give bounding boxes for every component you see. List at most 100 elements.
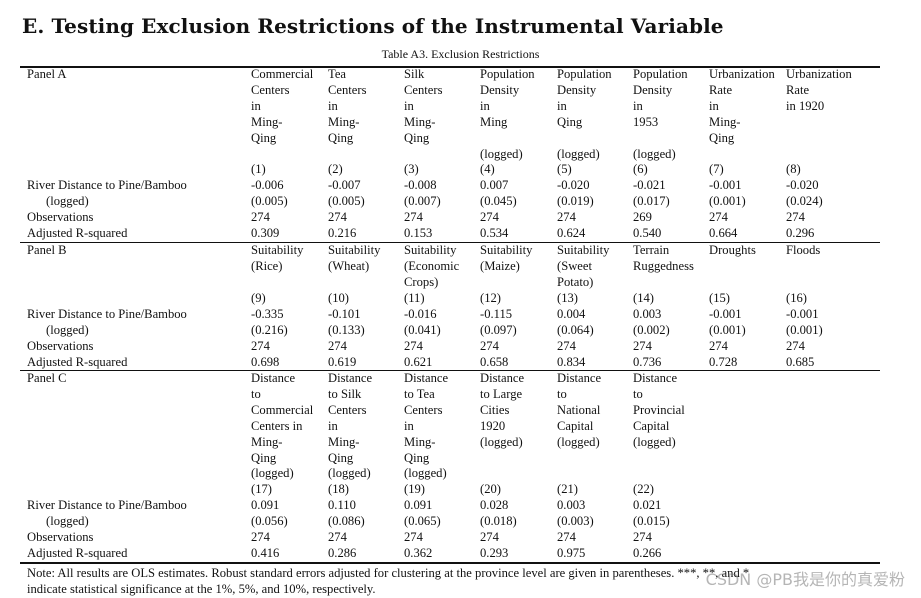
standard-error-cell: (0.001) <box>709 323 746 337</box>
panel-b-obs-label: Observations <box>27 339 94 353</box>
panel-b-bottom-rule <box>20 370 880 371</box>
column-number: (11) <box>404 291 425 305</box>
column-header: Suitability (Rice) <box>251 243 304 273</box>
coefficient-cell: 0.091 <box>251 498 280 512</box>
standard-error-cell: (0.041) <box>404 323 441 337</box>
adjusted-r2-cell: 0.736 <box>633 355 662 369</box>
observations-cell: 274 <box>404 530 423 544</box>
panel-a-label: Panel A <box>27 67 67 81</box>
panel-b-se-label: (logged) <box>46 323 89 337</box>
column-number: (14) <box>633 291 654 305</box>
observations-cell: 274 <box>328 339 347 353</box>
column-header: Distance to Tea Centers in Ming- Qing (l… <box>404 371 449 481</box>
panel-b-r2-label: Adjusted R-squared <box>27 355 128 369</box>
standard-error-cell: (0.001) <box>786 323 823 337</box>
column-number: (3) <box>404 162 419 176</box>
coefficient-cell: -0.001 <box>786 307 819 321</box>
standard-error-cell: (0.056) <box>251 514 288 528</box>
column-header: Population Density in Qing (logged) <box>557 67 612 161</box>
coefficient-cell: 0.028 <box>480 498 509 512</box>
adjusted-r2-cell: 0.293 <box>480 546 509 560</box>
column-number: (5) <box>557 162 572 176</box>
panel-c-r2-label: Adjusted R-squared <box>27 546 128 560</box>
observations-cell: 274 <box>557 339 576 353</box>
column-header: Urbanization Rate in Ming- Qing <box>709 67 775 145</box>
column-number: (13) <box>557 291 578 305</box>
coefficient-cell: 0.003 <box>633 307 662 321</box>
coefficient-cell: 0.021 <box>633 498 662 512</box>
adjusted-r2-cell: 0.216 <box>328 226 357 240</box>
observations-cell: 274 <box>404 339 423 353</box>
standard-error-cell: (0.097) <box>480 323 517 337</box>
observations-cell: 274 <box>251 210 270 224</box>
coefficient-cell: -0.008 <box>404 178 437 192</box>
observations-cell: 274 <box>480 210 499 224</box>
adjusted-r2-cell: 0.153 <box>404 226 433 240</box>
column-header: Distance to Commercial Centers in Ming- … <box>251 371 314 481</box>
column-header: Urbanization Rate in 1920 <box>786 67 852 113</box>
adjusted-r2-cell: 0.621 <box>404 355 433 369</box>
column-number: (2) <box>328 162 343 176</box>
column-number: (17) <box>251 482 272 496</box>
standard-error-cell: (0.065) <box>404 514 441 528</box>
column-header: Silk Centers in Ming- Qing <box>404 67 443 145</box>
coefficient-cell: -0.001 <box>709 307 742 321</box>
observations-cell: 274 <box>404 210 423 224</box>
panel-b-label: Panel B <box>27 243 67 257</box>
adjusted-r2-cell: 0.540 <box>633 226 662 240</box>
panel-a-r2-label: Adjusted R-squared <box>27 226 128 240</box>
panel-c-se-label: (logged) <box>46 514 89 528</box>
observations-cell: 274 <box>633 339 652 353</box>
adjusted-r2-cell: 0.685 <box>786 355 815 369</box>
column-number: (1) <box>251 162 266 176</box>
watermark: CSDN @PB我是你的真爱粉 <box>705 570 905 589</box>
observations-cell: 274 <box>557 530 576 544</box>
column-header: Suitability (Sweet Potato) <box>557 243 610 289</box>
column-header: Population Density in Ming (logged) <box>480 67 535 161</box>
standard-error-cell: (0.015) <box>633 514 670 528</box>
standard-error-cell: (0.133) <box>328 323 365 337</box>
column-header: Distance to National Capital (logged) <box>557 371 602 449</box>
standard-error-cell: (0.064) <box>557 323 594 337</box>
observations-cell: 274 <box>786 339 805 353</box>
adjusted-r2-cell: 0.975 <box>557 546 586 560</box>
standard-error-cell: (0.002) <box>633 323 670 337</box>
adjusted-r2-cell: 0.619 <box>328 355 357 369</box>
coefficient-cell: 0.004 <box>557 307 586 321</box>
table-note: Note: All results are OLS estimates. Rob… <box>27 566 907 598</box>
observations-cell: 274 <box>251 530 270 544</box>
table-caption: Table A3. Exclusion Restrictions <box>381 47 540 61</box>
column-header: Commercial Centers in Ming- Qing <box>251 67 314 145</box>
coefficient-cell: 0.007 <box>480 178 509 192</box>
column-number: (22) <box>633 482 654 496</box>
adjusted-r2-cell: 0.624 <box>557 226 586 240</box>
note-line-2: indicate statistical significance at the… <box>27 581 376 596</box>
adjusted-r2-cell: 0.664 <box>709 226 738 240</box>
coefficient-cell: -0.101 <box>328 307 361 321</box>
adjusted-r2-cell: 0.362 <box>404 546 433 560</box>
observations-cell: 274 <box>709 210 728 224</box>
adjusted-r2-cell: 0.309 <box>251 226 280 240</box>
table-top-rule <box>20 66 880 68</box>
adjusted-r2-cell: 0.296 <box>786 226 815 240</box>
column-number: (12) <box>480 291 501 305</box>
column-number: (15) <box>709 291 730 305</box>
coefficient-cell: -0.006 <box>251 178 284 192</box>
coefficient-cell: -0.001 <box>709 178 742 192</box>
observations-cell: 274 <box>480 339 499 353</box>
note-line-1: Note: All results are OLS estimates. Rob… <box>27 566 750 580</box>
standard-error-cell: (0.003) <box>557 514 594 528</box>
column-number: (7) <box>709 162 724 176</box>
adjusted-r2-cell: 0.834 <box>557 355 586 369</box>
column-header: Suitability (Maize) <box>480 243 533 273</box>
exclusion-restrictions-table: Panel A River Distance to Pine/Bamboo (l… <box>20 63 880 564</box>
column-number: (21) <box>557 482 578 496</box>
standard-error-cell: (0.007) <box>404 194 441 208</box>
panel-c-coef-label: River Distance to Pine/Bamboo <box>27 498 187 512</box>
column-header: Suitability (Wheat) <box>328 243 381 273</box>
coefficient-cell: -0.115 <box>480 307 513 321</box>
adjusted-r2-cell: 0.534 <box>480 226 509 240</box>
observations-cell: 274 <box>328 530 347 544</box>
panel-a-coef-label: River Distance to Pine/Bamboo <box>27 178 187 192</box>
column-number: (4) <box>480 162 495 176</box>
